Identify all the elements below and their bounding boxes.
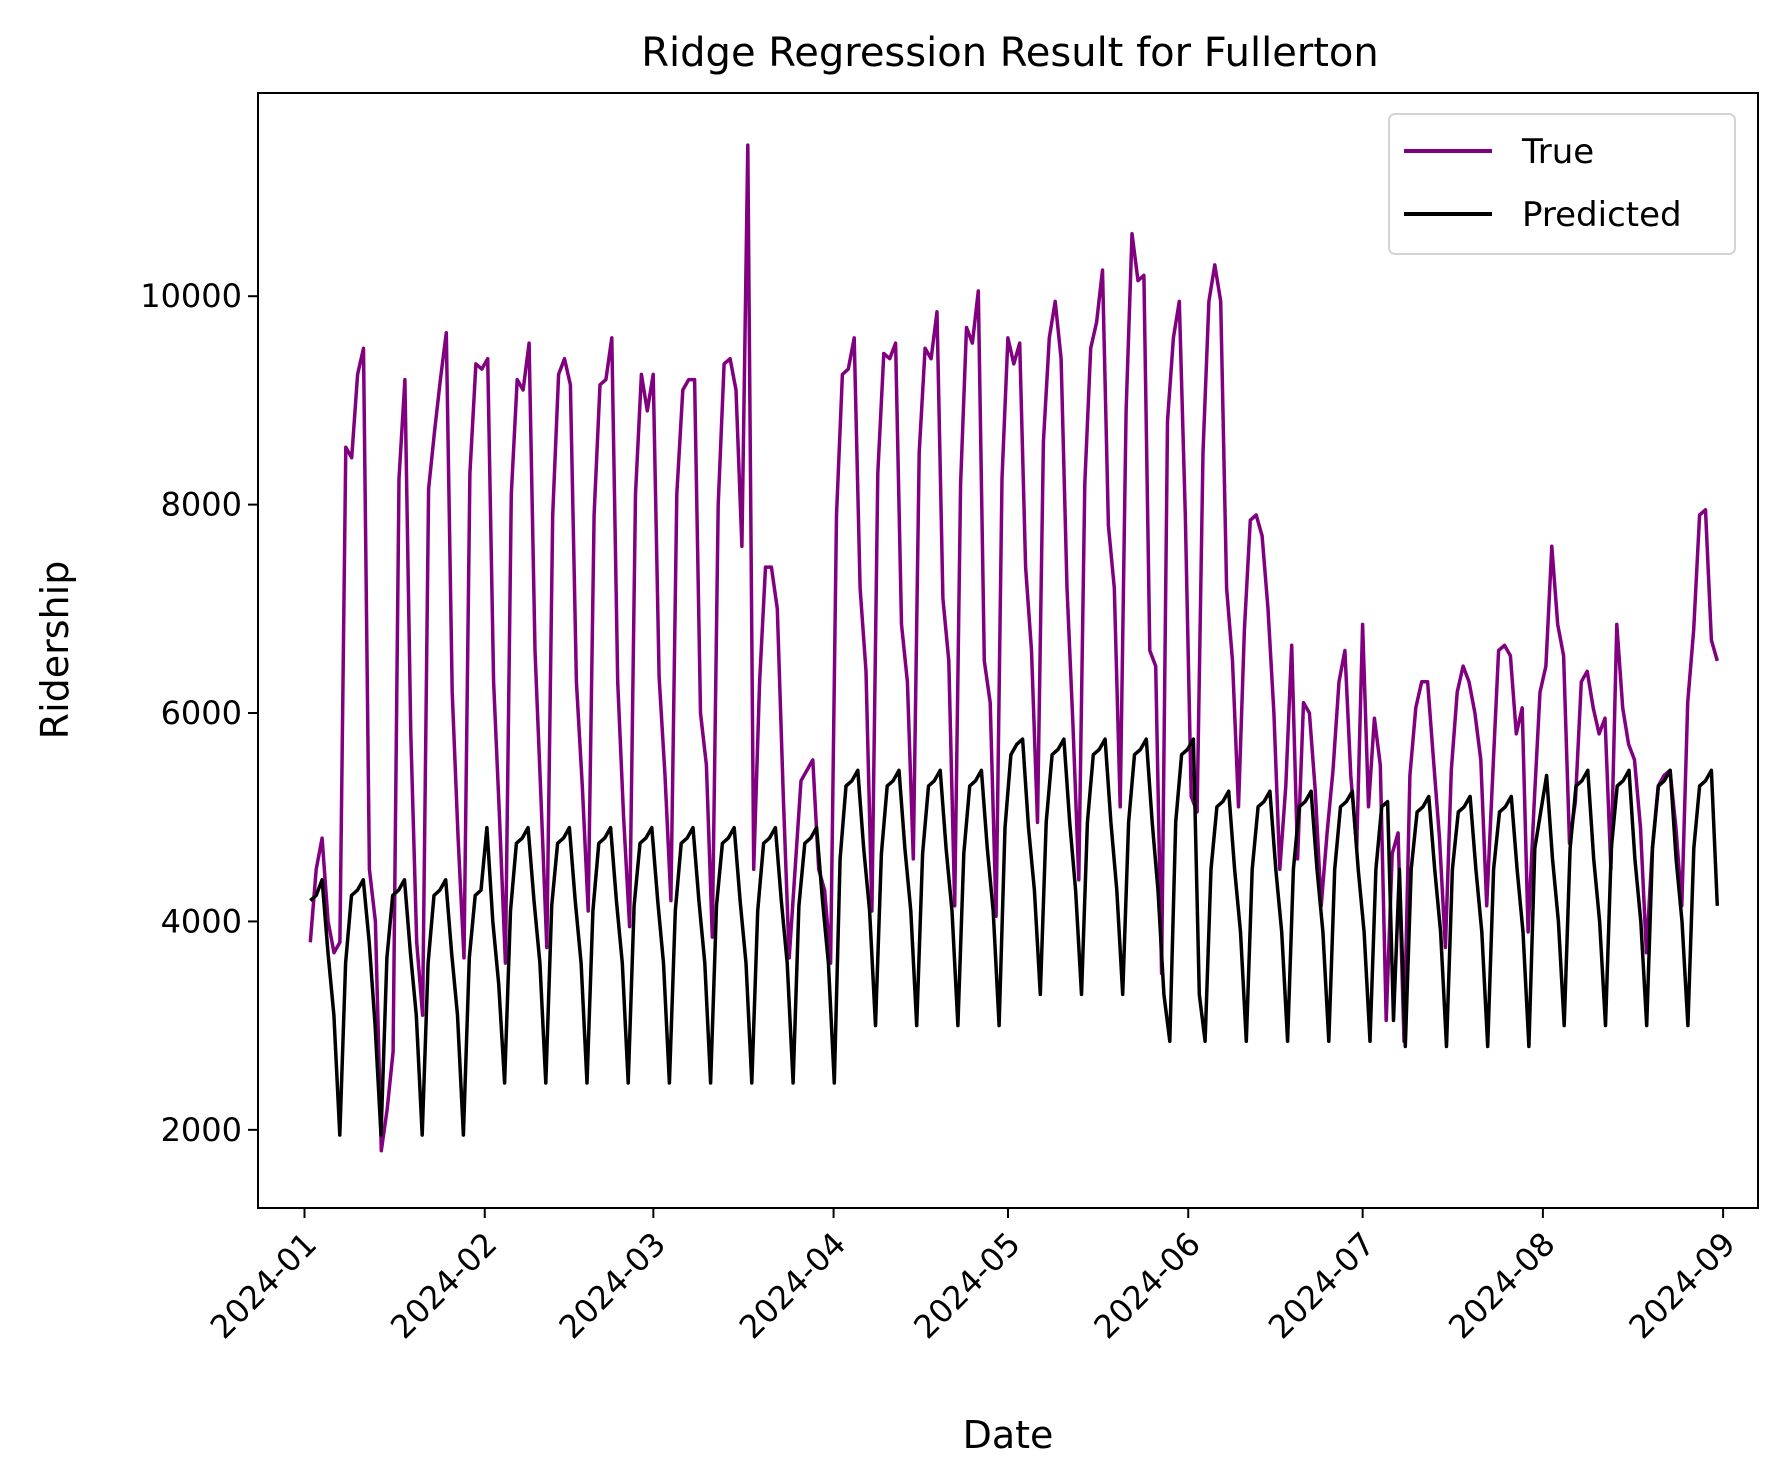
y-axis-label: Ridership	[33, 561, 77, 740]
legend-label-true: True	[1521, 132, 1594, 172]
series-line-true	[308, 143, 1719, 1153]
y-tick-label: 6000	[161, 694, 242, 732]
y-tick-label: 8000	[161, 486, 242, 524]
chart-title: Ridge Regression Result for Fullerton	[641, 30, 1379, 76]
legend-label-predicted: Predicted	[1522, 195, 1682, 235]
x-axis-label: Date	[963, 1413, 1054, 1457]
legend: True Predicted	[1388, 113, 1736, 255]
series-line-predicted	[309, 737, 1720, 1137]
y-axis-ticks: 2000 4000 6000 8000 10000	[140, 277, 258, 1149]
plot-lines	[308, 143, 1720, 1153]
y-tick-label: 10000	[140, 277, 242, 315]
y-tick-label: 2000	[161, 1111, 242, 1149]
y-tick-label: 4000	[161, 902, 242, 940]
